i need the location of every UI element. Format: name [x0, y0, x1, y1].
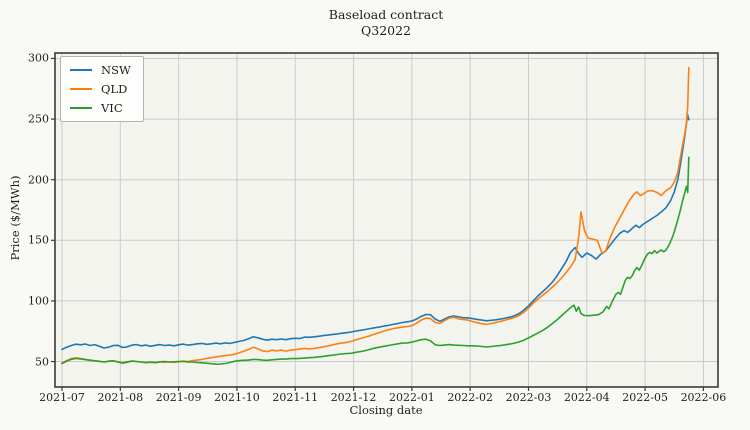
x-axis-label: Closing date [349, 403, 423, 417]
chart-subtitle: Q32022 [360, 23, 412, 38]
legend-label-qld: QLD [101, 82, 128, 96]
x-tick-label-2021-09: 2021-09 [155, 391, 202, 404]
x-tick-label-2022-04: 2022-04 [563, 391, 610, 404]
x-tick-label-2022-01: 2022-01 [389, 391, 435, 404]
y-tick-label-250: 250 [28, 112, 49, 126]
x-tick-label-2021-10: 2021-10 [214, 391, 260, 404]
x-tick-label-2021-07: 2021-07 [39, 391, 85, 404]
y-tick-label-200: 200 [28, 173, 49, 187]
x-tick-label-2021-08: 2021-08 [97, 391, 144, 404]
chart-title-block: Baseload contract Q32022 [329, 7, 443, 39]
x-tick-label-2022-02: 2022-02 [447, 391, 494, 404]
qld-line-swatch [70, 88, 92, 90]
legend-item-nsw: NSW [70, 64, 131, 76]
legend-box: NSW QLD VIC [60, 56, 144, 122]
y-tick-label-150: 150 [28, 233, 49, 247]
x-tick-label-2021-12: 2021-12 [330, 391, 377, 404]
axes-background [55, 53, 718, 387]
plot-spines [54, 52, 719, 388]
x-tick-label-2021-11: 2021-11 [272, 391, 319, 404]
y-tick-label-300: 300 [28, 51, 49, 65]
x-tick-label-2022-06: 2022-06 [680, 391, 727, 404]
y-tick-label-100: 100 [28, 294, 49, 308]
vic-line-swatch [70, 107, 92, 109]
x-tick-label-2022-05: 2022-05 [622, 391, 668, 404]
legend-item-qld: QLD [70, 83, 131, 95]
legend-label-nsw: NSW [101, 63, 131, 77]
nsw-line-swatch [70, 69, 92, 71]
series-line-vic [61, 156, 690, 366]
y-tick-label-50: 50 [35, 355, 49, 369]
y-axis-label: Price ($/MWh) [8, 175, 22, 261]
chart-title: Baseload contract [328, 7, 444, 22]
legend-label-vic: VIC [101, 101, 123, 115]
legend-item-vic: VIC [70, 102, 131, 114]
x-tick-label-2022-03: 2022-03 [505, 391, 552, 404]
